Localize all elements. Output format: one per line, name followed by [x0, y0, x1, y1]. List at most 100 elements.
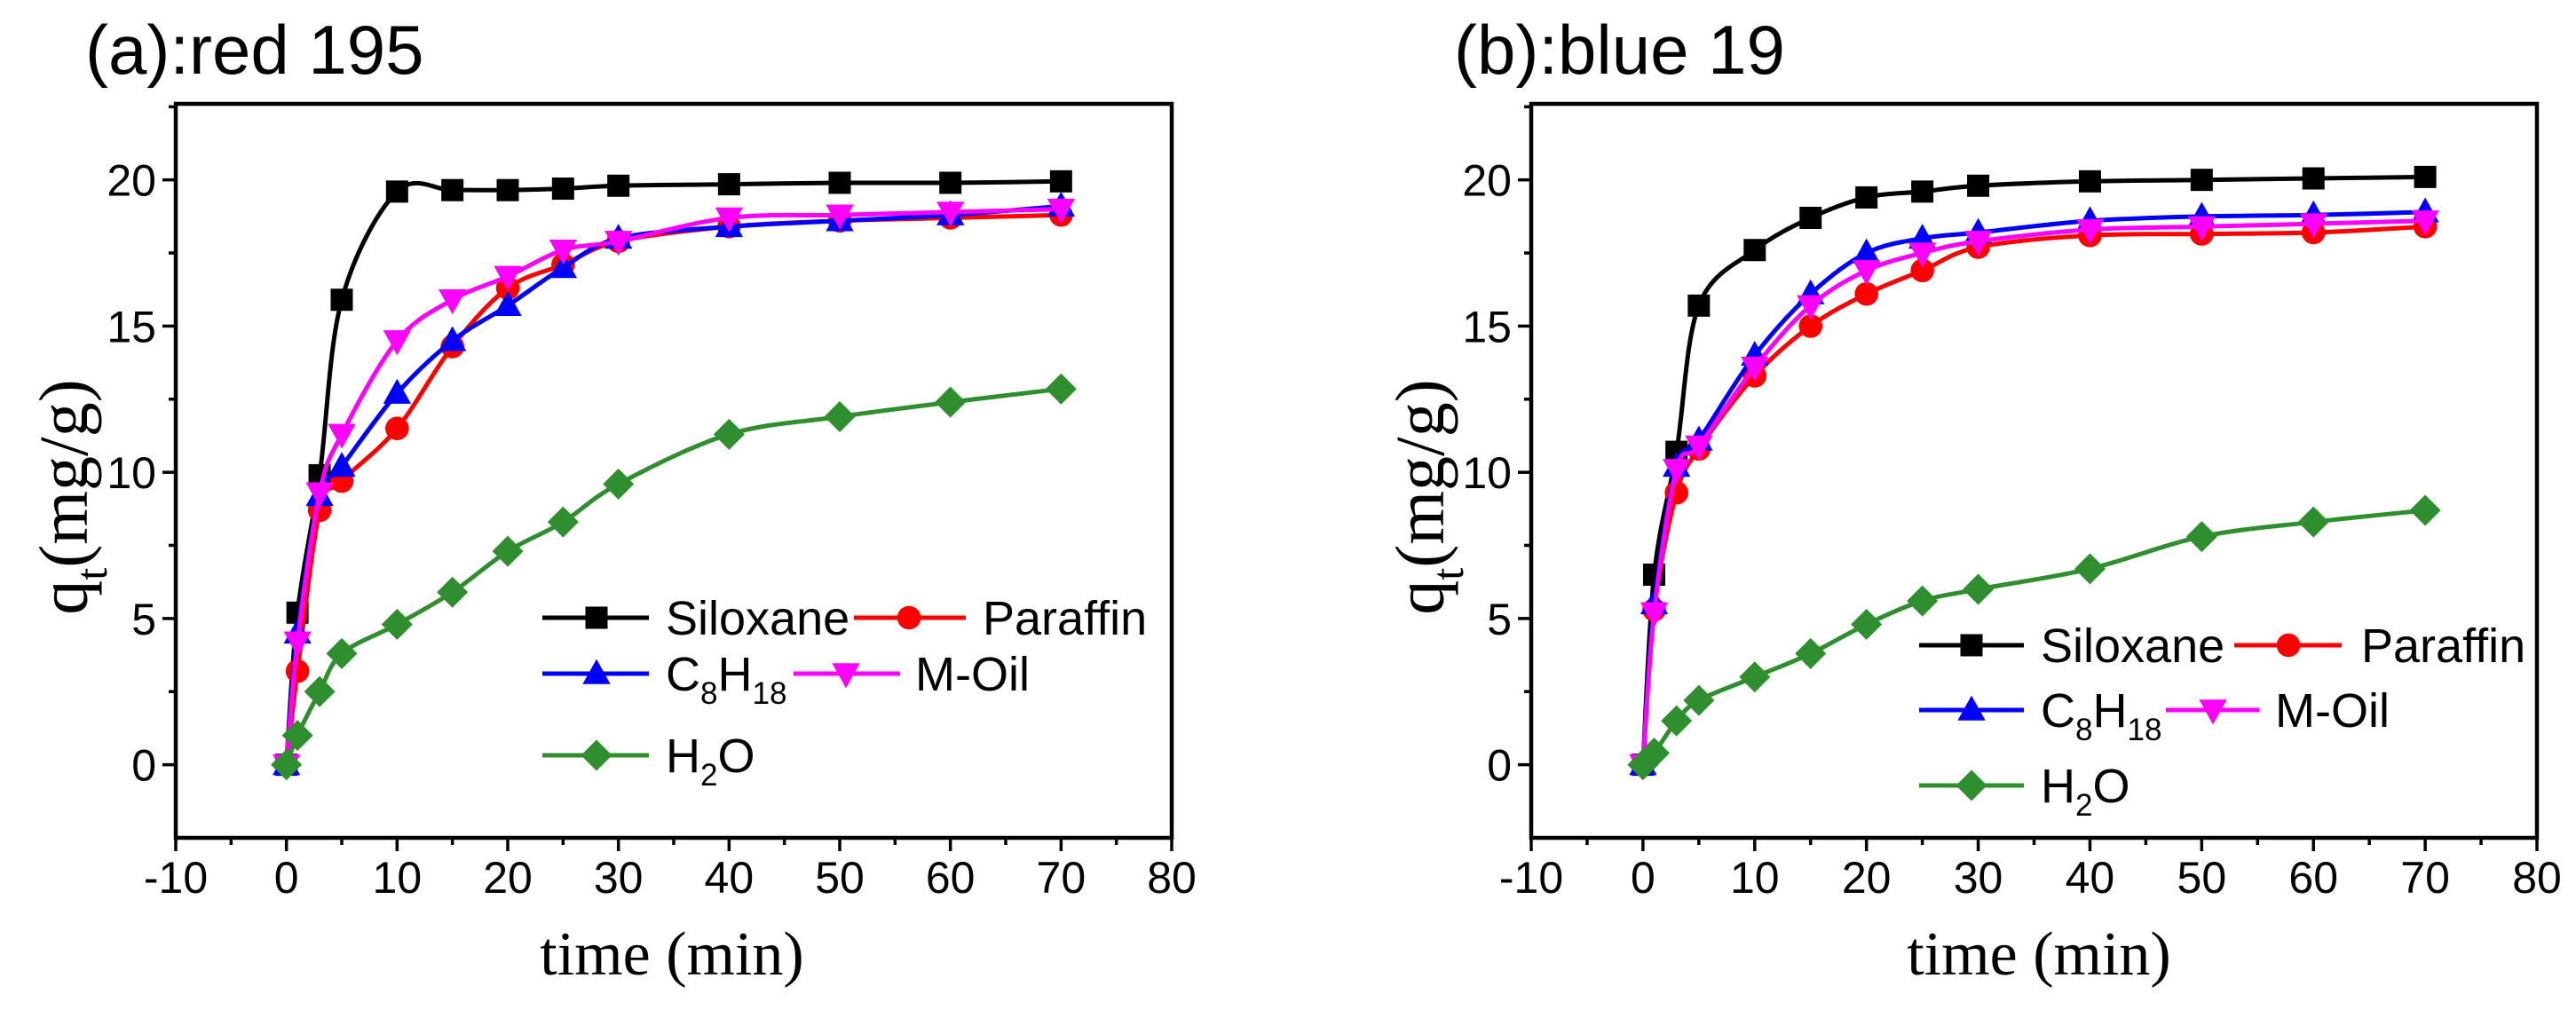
- chart-a-c8h18-point-6: [494, 290, 522, 317]
- chart-a-legend-item-h2o-label-part-0: H: [666, 730, 700, 783]
- chart-a-y-tick-label: 5: [131, 595, 156, 644]
- chart-b-x-tick-label: 70: [2400, 853, 2450, 903]
- chart-b-legend-item-m-oil-label-part-0: M-Oil: [2275, 684, 2390, 738]
- chart-a-m-oil-point-4: [383, 330, 411, 356]
- chart-a-siloxane-point-10: [828, 171, 851, 194]
- chart-a-h2o-line: [284, 386, 1063, 768]
- chart-b-siloxane-point-12: [2414, 165, 2437, 188]
- chart-a-m-oil-point-1: [283, 631, 312, 657]
- chart-b-siloxane-point-11: [2302, 167, 2325, 190]
- chart-a-m-oil-series: [273, 198, 1075, 780]
- chart-b-siloxane-point-7: [1911, 180, 1934, 203]
- chart-a-x-tick-label: 50: [815, 853, 865, 903]
- chart-a-legend-item-h2o-label-part-2: O: [718, 730, 755, 783]
- chart-a-m-oil-point-5: [439, 289, 467, 315]
- chart-b-x-tick-label: -10: [1499, 853, 1563, 903]
- chart-a-legend-item-m-oil: M-Oil: [794, 648, 1030, 701]
- chart-b-paraffin-point-7: [1910, 258, 1934, 283]
- chart-b-legend-item-paraffin: Paraffin: [2234, 619, 2525, 673]
- chart-a-h2o-point-2: [304, 675, 336, 707]
- chart-b-legend-item-paraffin-label-part-0: Paraffin: [2361, 619, 2525, 673]
- chart-b-legend-item-h2o-label: H2O: [2041, 760, 2130, 823]
- chart-a-legend-item-h2o: H2O: [542, 730, 755, 793]
- chart-b-h2o-point-8: [1963, 573, 1995, 605]
- chart-b-legend-item-paraffin-marker: [2276, 633, 2301, 658]
- chart-a-legend-item-h2o-marker: [581, 739, 612, 771]
- chart-b-plot-area: [1627, 165, 2441, 781]
- chart-a-x-tick-label: 70: [1037, 853, 1087, 903]
- chart-a-plot-frame: [173, 101, 1174, 840]
- chart-b-h2o-point-1: [1638, 737, 1670, 769]
- chart-b-legend-item-siloxane-marker: [1960, 634, 1983, 657]
- chart-b-y-axis-label: qt(mg/g): [1381, 379, 1473, 614]
- chart-a-x-axis-label: time (min): [540, 920, 803, 989]
- chart-b-x-tick-label: 20: [1842, 853, 1892, 903]
- chart-a-m-oil-point-3: [328, 423, 356, 449]
- chart-a-c8h18-point-3: [328, 452, 356, 477]
- chart-a-y-axis-label-part-0: q: [25, 580, 102, 615]
- chart-b-title: (b):blue 19: [1454, 11, 1785, 89]
- chart-b-m-oil-point-6: [1853, 260, 1881, 286]
- chart-a-legend-item-paraffin-label-part-0: Paraffin: [983, 592, 1147, 645]
- chart-a-m-oil-point-11: [936, 201, 965, 227]
- chart-b-m-oil-point-9: [2075, 218, 2105, 245]
- chart-b-m-oil-point-10: [2187, 216, 2216, 241]
- chart-b-siloxane-point-6: [1855, 185, 1878, 209]
- chart-b-siloxane-point-10: [2190, 169, 2213, 192]
- chart-b-x-tick-label: 50: [2177, 853, 2227, 903]
- chart-b-legend-item-c8h18-label-part-0: C: [2041, 684, 2075, 738]
- chart-a-siloxane-point-6: [496, 178, 519, 201]
- chart-b-x-tick-label: 80: [2512, 853, 2562, 903]
- chart-b-legend-item-siloxane-label-part-0: Siloxane: [2041, 619, 2224, 673]
- chart-b-m-oil-point-8: [1964, 231, 1993, 256]
- chart-b-m-oil-point-12: [2411, 210, 2439, 236]
- chart-a-x-tick-label: 0: [274, 853, 299, 903]
- chart-b-legend: Siloxane Paraffin C8H18 M-Oil H2O: [1919, 619, 2525, 823]
- chart-a-legend-item-paraffin-label: Paraffin: [983, 592, 1147, 645]
- chart-b-x-tick-label: 10: [1730, 853, 1780, 903]
- chart-a-legend-item-h2o-label: H2O: [666, 730, 755, 793]
- chart-b-legend-item-c8h18: C8H18: [1919, 684, 2162, 747]
- chart-b-legend-item-h2o-marker: [1956, 769, 1987, 801]
- chart-a-legend-item-siloxane-marker: [585, 606, 608, 629]
- chart-b-y-tick-label: 20: [1462, 156, 1512, 206]
- chart-a-h2o-point-3: [326, 637, 358, 669]
- chart-b-m-oil-point-3: [1685, 435, 1713, 461]
- chart-b-legend-item-h2o-label-part-1: 2: [2075, 788, 2093, 823]
- chart-b-h2o-point-3: [1683, 684, 1715, 716]
- chart-a-h2o-point-10: [824, 401, 856, 433]
- chart-b-h2o-point-2: [1661, 705, 1693, 737]
- chart-b-y-tick-label: 0: [1487, 741, 1512, 791]
- chart-a-h2o-series: [271, 373, 1077, 781]
- chart-b-x-tick-label: 0: [1631, 853, 1655, 903]
- chart-b-legend-item-c8h18-label: C8H18: [2041, 684, 2162, 747]
- chart-a-paraffin-point-1: [285, 659, 310, 683]
- chart-b-h2o-series: [1627, 494, 2441, 781]
- chart-b-x-tick-label: 40: [2066, 853, 2115, 903]
- chart-a-siloxane-point-12: [1049, 170, 1072, 193]
- chart-a-siloxane-point-9: [717, 173, 740, 196]
- chart-b: (b):blue 19 time (min) qt(mg/g) -10 0 10 20…: [1381, 11, 2562, 989]
- chart-b-y-axis-label-part-2: (mg/g): [1381, 379, 1458, 567]
- chart-b-legend-item-c8h18-label-part-2: H: [2093, 684, 2128, 738]
- chart-b-h2o-point-9: [2074, 553, 2106, 585]
- chart-a-m-oil-point-7: [549, 240, 577, 265]
- chart-a-h2o-point-12: [1045, 373, 1077, 405]
- chart-b-c8h18-point-7: [1908, 224, 1937, 249]
- chart-b-c8h18-point-6: [1853, 238, 1881, 264]
- chart-b-m-oil-point-1: [1640, 602, 1669, 627]
- chart-b-m-oil-point-7: [1908, 242, 1937, 268]
- chart-b-legend-item-c8h18-label-part-3: 18: [2128, 713, 2162, 747]
- chart-a-m-oil-point-12: [1047, 198, 1075, 225]
- chart-a-siloxane-point-3: [330, 288, 353, 312]
- chart-a-legend-item-paraffin: Paraffin: [854, 592, 1147, 645]
- chart-a-m-oil-point-2: [305, 482, 334, 508]
- chart-b-h2o-point-11: [2297, 506, 2329, 538]
- chart-b-y-tick-label: 15: [1462, 302, 1512, 351]
- chart-a-legend-item-paraffin-marker: [897, 605, 921, 630]
- chart-a-x-tick-label: -10: [144, 853, 208, 903]
- chart-a-m-oil-point-9: [715, 207, 743, 233]
- chart-b-siloxane-point-9: [2078, 170, 2101, 193]
